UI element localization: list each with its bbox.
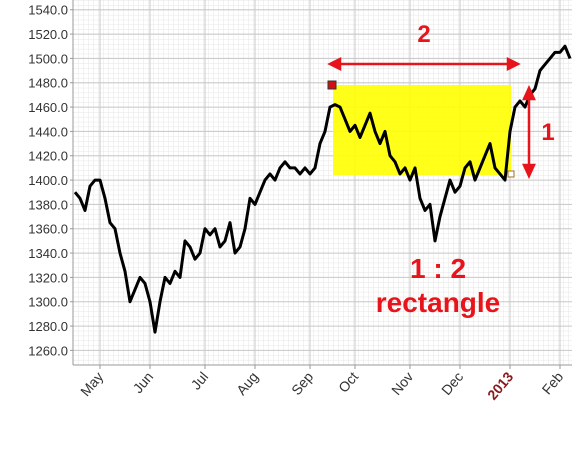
arrowhead: [522, 84, 536, 101]
annotation: 2: [417, 21, 430, 48]
x-tick-label: Jun: [130, 369, 157, 397]
y-tick-label: 1320.0: [28, 270, 68, 285]
x-tick-label: Aug: [233, 369, 261, 398]
x-tick-label: May: [77, 369, 106, 400]
y-tick-label: 1360.0: [28, 222, 68, 237]
plot-area: [73, 0, 572, 365]
corner-handle: [507, 170, 515, 178]
annotation: 1 : 2: [410, 253, 466, 284]
x-tick-label: 2013: [484, 368, 516, 402]
y-tick-label: 1340.0: [28, 246, 68, 261]
y-tick-label: 1280.0: [28, 319, 68, 334]
y-tick-label: 1520.0: [28, 27, 68, 42]
y-tick-label: 1540.0: [28, 3, 68, 18]
x-tick-label: Jul: [188, 369, 212, 393]
price-line: [73, 44, 572, 334]
y-tick-label: 1500.0: [28, 51, 68, 66]
x-tick-label: Dec: [438, 369, 466, 398]
y-tick-label: 1460.0: [28, 100, 68, 115]
arrowhead: [522, 163, 536, 180]
y-tick-label: 1480.0: [28, 76, 68, 91]
annotation: rectangle: [376, 287, 501, 318]
y-tick-label: 1420.0: [28, 149, 68, 164]
x-tick-label: Nov: [388, 369, 416, 398]
y-tick-label: 1380.0: [28, 197, 68, 212]
annotation: 1: [541, 119, 554, 146]
annotation-arrows: [327, 56, 536, 180]
y-tick-label: 1260.0: [28, 343, 68, 358]
x-tick-label: Feb: [539, 368, 567, 397]
arrowhead: [327, 56, 342, 72]
corner-handle: [327, 80, 337, 90]
arrowhead: [506, 56, 521, 72]
highlight-rectangle: [333, 85, 511, 175]
y-tick-label: 1400.0: [28, 173, 68, 188]
y-tick-label: 1440.0: [28, 124, 68, 139]
x-tick-label: Sep: [288, 368, 316, 398]
x-tick-label: Oct: [335, 369, 361, 396]
y-tick-label: 1300.0: [28, 295, 68, 310]
